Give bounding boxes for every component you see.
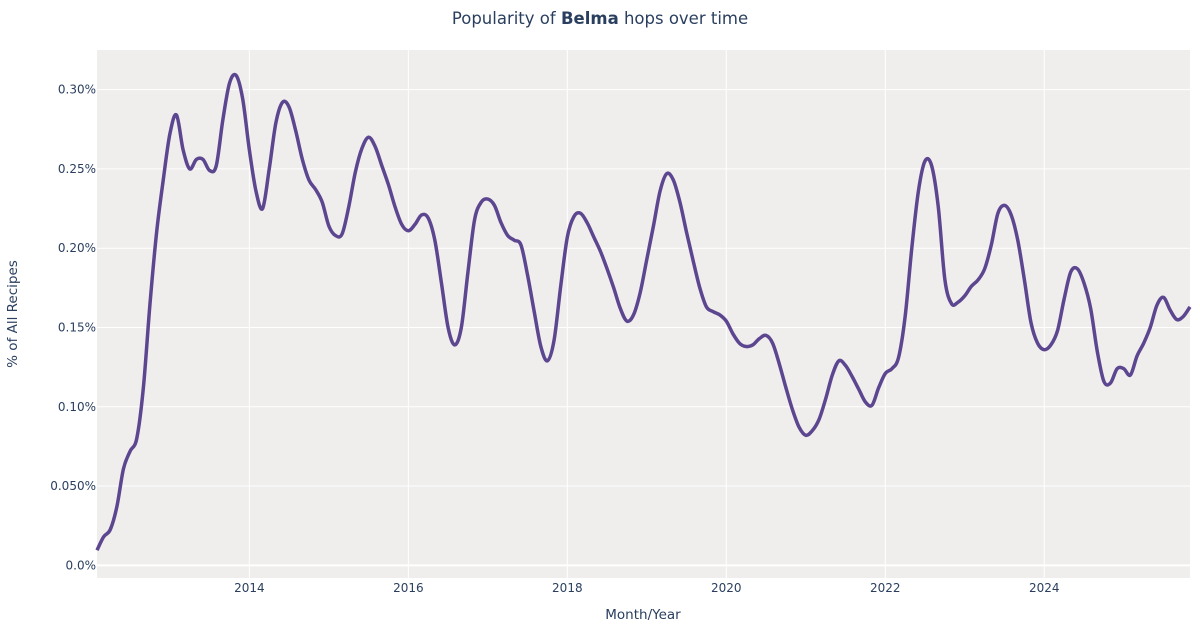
y-tick-label: 0.15% [58, 320, 96, 334]
title-suffix: hops over time [618, 9, 749, 28]
x-axis-title: Month/Year [605, 607, 681, 623]
y-tick-label: 0.20% [58, 241, 96, 255]
y-tick-label: 0.30% [58, 83, 96, 97]
y-tick-label: 0.0% [66, 558, 97, 572]
y-tick-label: 0.25% [58, 162, 96, 176]
x-tick-label: 2016 [393, 581, 424, 595]
plot-area [97, 50, 1190, 578]
y-tick-label: 0.10% [58, 400, 96, 414]
y-axis-title: % of All Recipes [5, 260, 21, 368]
x-tick-label: 2024 [1029, 581, 1060, 595]
chart-title: Popularity of Belma hops over time [0, 9, 1200, 28]
x-tick-label: 2022 [870, 581, 901, 595]
x-tick-label: 2020 [711, 581, 742, 595]
title-hop-name: Belma [560, 9, 619, 28]
x-tick-label: 2018 [552, 581, 583, 595]
y-tick-label: 0.050% [50, 479, 96, 493]
x-tick-label: 2014 [234, 581, 265, 595]
title-prefix: Popularity of [451, 9, 561, 28]
series-line [95, 72, 1192, 552]
tick-labels: 2014 2016 2018 2020 2022 2024 0.0% 0.050% 0.10% 0… [50, 83, 1059, 595]
